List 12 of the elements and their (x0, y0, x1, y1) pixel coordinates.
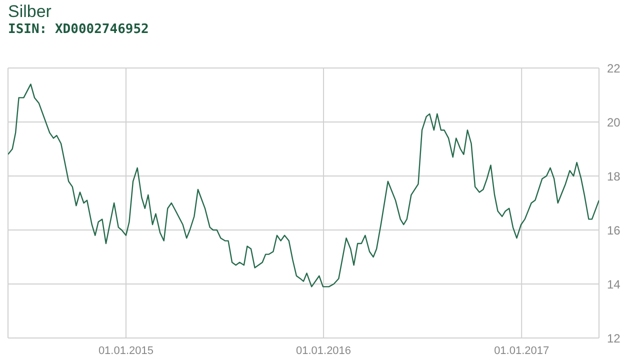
chart-subtitle: ISIN: XD0002746952 (8, 22, 149, 37)
y-tick-label: 20 (607, 115, 621, 130)
x-tick-label: 01.01.2016 (296, 344, 352, 357)
x-tick-label: 01.01.2017 (494, 344, 550, 357)
line-series (8, 84, 599, 288)
y-tick-label: 22 (607, 61, 621, 76)
y-tick-label: 14 (607, 277, 621, 292)
y-tick-label: 18 (607, 169, 621, 184)
y-tick-label: 16 (607, 223, 621, 238)
x-tick-label: 01.01.2015 (98, 344, 154, 357)
y-tick-label: 12 (607, 331, 621, 346)
chart-title: Silber (8, 2, 52, 22)
